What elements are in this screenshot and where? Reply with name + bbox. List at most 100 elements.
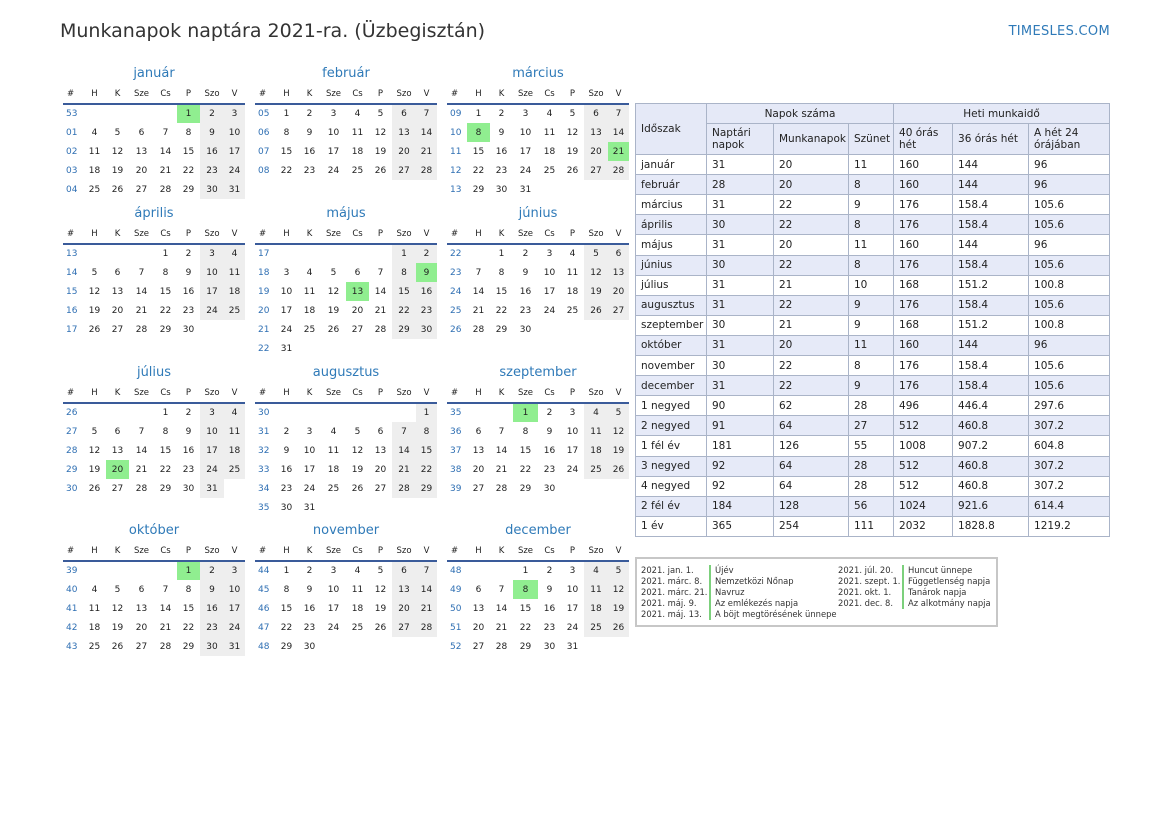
holiday-date: 2021. márc. 21.: [641, 587, 708, 597]
day-cell: 16: [200, 599, 224, 618]
day-cell: 8: [162, 426, 169, 437]
day-cell: 6: [584, 104, 608, 123]
weekday-header: P: [177, 84, 200, 105]
day-cell: [467, 561, 490, 580]
table-cell: 10: [847, 274, 895, 296]
holiday-date: 2021. dec. 8.: [838, 598, 894, 608]
month-0: január # H K Sze Cs P Szo V 53 1 2 3 01 4 5 6 7 8 9 10 02 11 12…: [63, 64, 245, 199]
week-number: 29: [66, 464, 78, 475]
day-cell: 14: [135, 286, 148, 297]
day-cell: 7: [475, 267, 482, 278]
table-row: 3 negyed 92 64 28 512 460.8 307.2: [635, 455, 1111, 477]
day-cell: 21: [495, 622, 508, 633]
weekday-header: Szo: [200, 541, 224, 562]
day-cell: 23: [543, 622, 556, 633]
table-cell: 31: [706, 154, 774, 176]
holiday-entry: 2021. máj. 13. A böjt megtörésének ünnepe: [641, 609, 837, 620]
weekday-header: P: [561, 383, 584, 404]
table-cell: 151.2: [952, 274, 1030, 296]
month-8: szeptember # H K Sze Cs P Szo V 35 1 2 3 4 5 36 6 7 8 9 10 11…: [447, 363, 629, 498]
day-cell: 1: [162, 249, 169, 259]
day-cell: 20: [584, 142, 608, 161]
table-row: 1 év 365 254 111 2032 1828.8 1219.2: [635, 515, 1111, 537]
day-cell: 7: [416, 561, 437, 580]
day-cell: 8: [283, 584, 290, 595]
day-cell: 22: [416, 460, 437, 479]
period-header: Időszak: [635, 102, 707, 156]
table-cell: 30: [706, 254, 774, 276]
holiday-entry: 2021. márc. 8. Nemzetközi Nőnap: [641, 576, 794, 587]
table-cell: 20: [773, 234, 849, 256]
table-cell: 144: [952, 174, 1030, 196]
day-cell: 9: [416, 263, 437, 282]
day-cell: 9: [522, 267, 529, 278]
day-cell: 13: [472, 445, 485, 456]
weekday-header: #: [63, 84, 83, 105]
hours-group-header: Heti munkaidő: [893, 102, 1111, 125]
weekday-header: Szo: [200, 383, 224, 404]
table-row: január 31 20 11 160 144 96: [635, 154, 1111, 176]
week-row: 02 11 12 13 14 15 16 17: [63, 142, 245, 161]
day-cell: [129, 104, 154, 123]
holiday-name: Függetlenség napja: [902, 576, 990, 587]
week-number: 02: [66, 146, 78, 157]
table-row: 1 negyed 90 62 28 496 446.4 297.6: [635, 395, 1111, 417]
day-cell: 21: [495, 464, 508, 475]
holiday-entry: 2021. okt. 1. Tanárok napja: [838, 587, 966, 598]
brand-link[interactable]: TIMESLES.COM: [1008, 24, 1110, 39]
table-cell: 96: [1028, 174, 1111, 196]
day-cell: 3: [522, 109, 529, 119]
table-cell: 1219.2: [1028, 515, 1111, 537]
weekday-header: Sze: [513, 541, 538, 562]
table-cell: 144: [952, 154, 1030, 176]
day-cell: 17: [327, 146, 340, 157]
day-cell: 31: [303, 502, 316, 513]
day-cell: 8: [416, 422, 437, 441]
table-cell: 105.6: [1028, 194, 1111, 216]
day-cell: 23: [543, 464, 556, 475]
week-number: 45: [258, 584, 270, 595]
day-cell: 5: [330, 267, 337, 278]
day-cell: 25: [88, 184, 101, 195]
week-number: 17: [258, 249, 270, 259]
holiday-name: A böjt megtörésének ünnepe: [709, 609, 837, 620]
day-cell: 27: [392, 161, 416, 180]
day-cell: 27: [111, 483, 124, 494]
holidays-header: Szünet: [847, 123, 895, 156]
day-cell: 17: [566, 603, 579, 614]
day-cell: 24: [280, 324, 293, 335]
week-row: 44 1 2 3 4 5 6 7: [255, 561, 437, 580]
week-number: 26: [450, 324, 462, 335]
holiday-entry: 2021. szept. 1. Függetlenség napja: [838, 576, 990, 587]
day-cell: 18: [543, 146, 556, 157]
day-cell: 11: [88, 603, 101, 614]
day-cell: [200, 320, 224, 339]
day-cell: 15: [495, 286, 508, 297]
table-cell: 9: [847, 194, 895, 216]
day-cell: 19: [351, 464, 364, 475]
day-cell: 19: [111, 622, 124, 633]
day-cell: 6: [392, 104, 416, 123]
table-row: augusztus 31 22 9 176 158.4 105.6: [635, 294, 1111, 316]
day-cell: 13: [584, 123, 608, 142]
week-number: 14: [66, 267, 78, 278]
weekday-header: H: [83, 224, 106, 245]
day-cell: [467, 403, 490, 422]
weekday-header: P: [177, 541, 200, 562]
week-row: 13 29 30 31: [447, 180, 629, 199]
week-row: 17 1 2: [255, 244, 437, 263]
day-cell: 30: [182, 483, 195, 494]
holiday-date: 2021. szept. 1.: [838, 576, 901, 586]
day-cell: 5: [354, 426, 361, 437]
table-cell: 92: [706, 475, 774, 497]
day-cell: 12: [327, 286, 340, 297]
day-cell: 21: [392, 460, 416, 479]
day-cell: 19: [608, 441, 629, 460]
day-cell: 28: [392, 479, 416, 498]
week-row: 34 23 24 25 26 27 28 29: [255, 479, 437, 498]
day-cell: 15: [392, 282, 416, 301]
week-number: 51: [450, 622, 462, 633]
day-cell: 8: [283, 127, 290, 138]
day-cell: [298, 339, 321, 358]
day-cell: 20: [472, 464, 485, 475]
